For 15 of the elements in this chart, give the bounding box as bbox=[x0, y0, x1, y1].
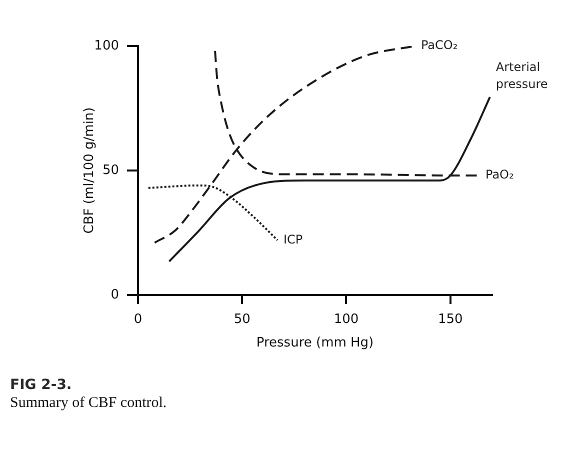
y-tick-label: 0 bbox=[110, 287, 119, 302]
series-label: PaCO₂ bbox=[420, 38, 458, 52]
series-label: Arterial pressure bbox=[496, 60, 548, 92]
x-tick-label: 150 bbox=[438, 312, 463, 328]
x-tick-label: 100 bbox=[334, 312, 359, 328]
x-tick-label: 0 bbox=[134, 312, 142, 328]
x-axis-title: Pressure (mm Hg) bbox=[256, 336, 374, 351]
series-label: PaO₂ bbox=[486, 168, 514, 182]
x-tick-label: 50 bbox=[234, 312, 250, 328]
text: Summary of CBF control. bbox=[10, 395, 168, 412]
caption: FIG 2-3. bbox=[10, 377, 73, 393]
y-axis-title: CBF (ml/100 g/min) bbox=[82, 107, 98, 234]
series-label: ICP bbox=[284, 232, 303, 246]
y-tick-label: 50 bbox=[102, 162, 119, 178]
y-tick-label: 100 bbox=[94, 38, 119, 54]
